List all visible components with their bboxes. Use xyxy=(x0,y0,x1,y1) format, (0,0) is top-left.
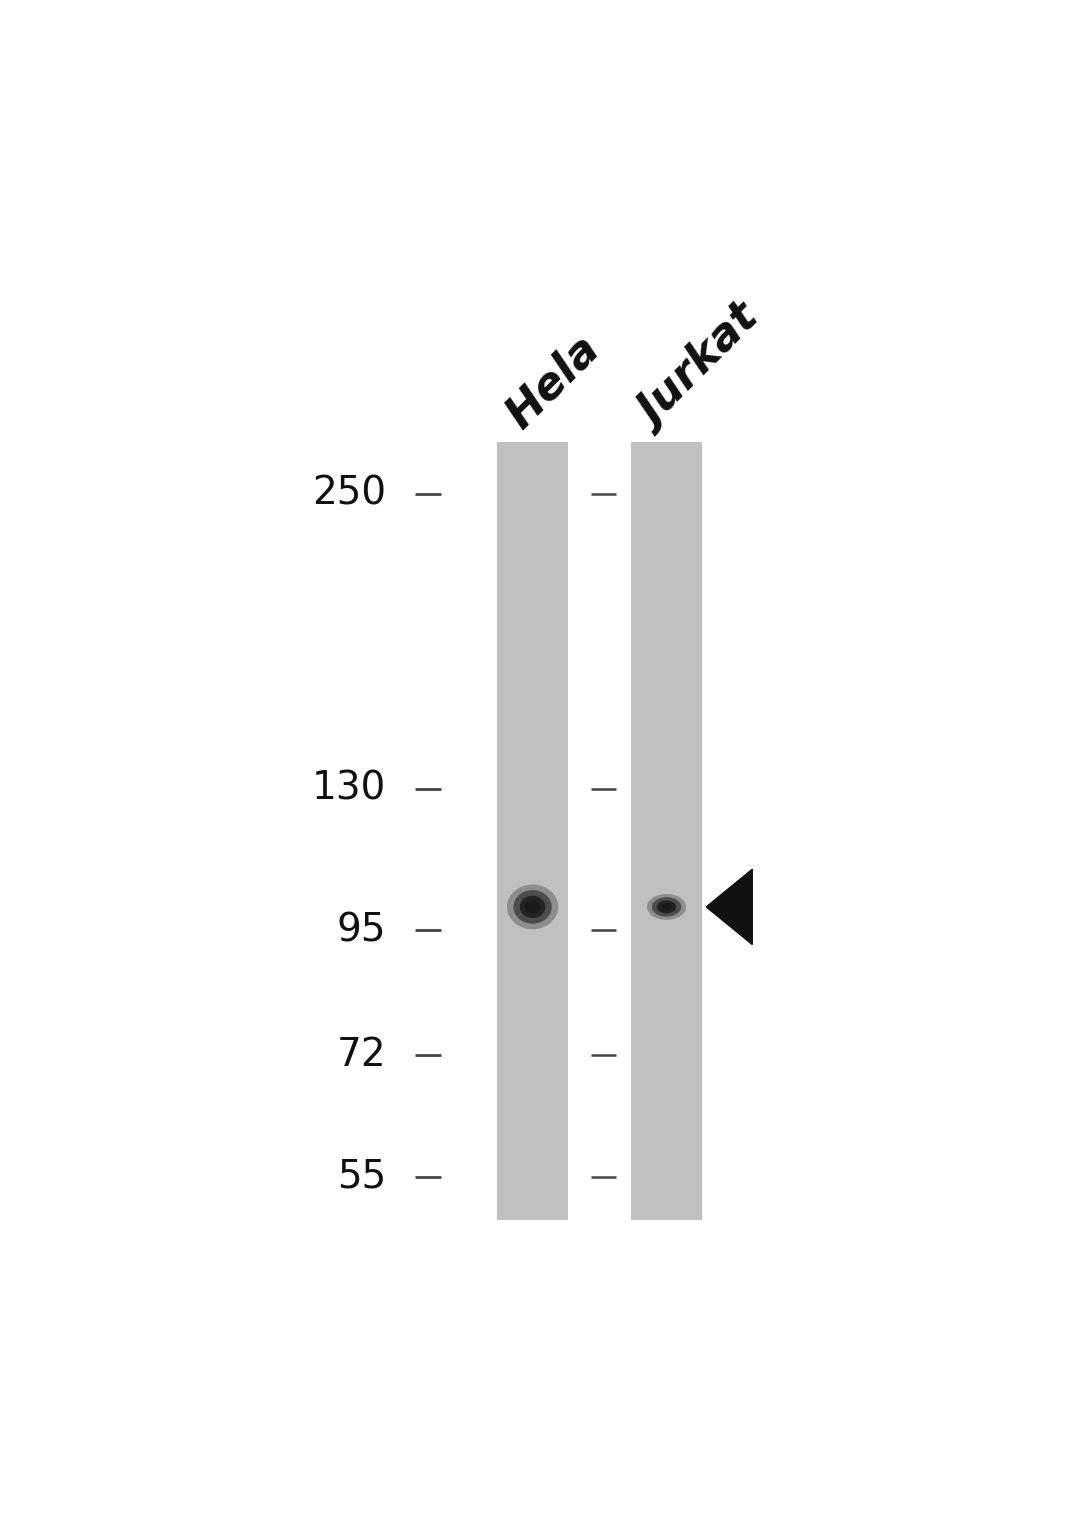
Text: Hela: Hela xyxy=(498,327,608,437)
Bar xyxy=(631,442,702,1220)
Ellipse shape xyxy=(525,901,540,914)
Ellipse shape xyxy=(661,904,673,911)
Ellipse shape xyxy=(519,896,545,917)
Text: 95: 95 xyxy=(337,911,387,950)
Ellipse shape xyxy=(657,901,676,913)
Text: 72: 72 xyxy=(337,1037,387,1073)
Ellipse shape xyxy=(652,898,681,916)
Text: 55: 55 xyxy=(337,1157,387,1196)
Polygon shape xyxy=(706,868,753,945)
Bar xyxy=(497,442,568,1220)
Text: Jurkat: Jurkat xyxy=(632,300,769,437)
Ellipse shape xyxy=(507,884,558,930)
Ellipse shape xyxy=(513,890,552,924)
Ellipse shape xyxy=(647,894,686,920)
Text: 130: 130 xyxy=(312,769,387,807)
Text: 250: 250 xyxy=(312,474,387,512)
